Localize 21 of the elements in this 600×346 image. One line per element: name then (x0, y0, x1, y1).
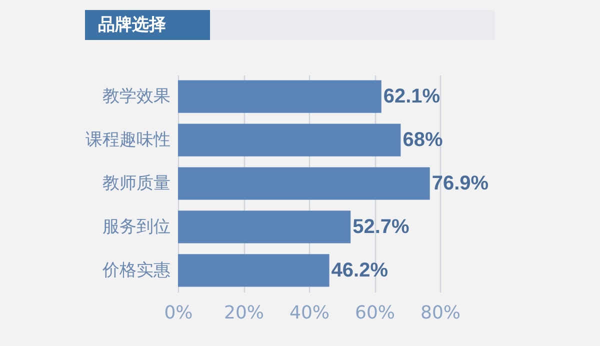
data-label: 52.7% (352, 216, 410, 238)
data-label: 46.2% (331, 259, 388, 282)
y-tick-label: 服务到位 (102, 216, 170, 237)
chart-title: 品牌选择 (98, 15, 166, 35)
x-tick-label: 40% (289, 302, 330, 324)
data-label: 68% (402, 129, 443, 152)
x-tick-label: 60% (354, 302, 396, 324)
data-label: 76.9% (432, 172, 489, 194)
y-tick-label: 教师质量 (102, 174, 170, 194)
y-tick-label: 价格实惠 (102, 260, 170, 280)
x-tick-label: 0% (164, 302, 193, 324)
bar (178, 167, 430, 200)
bar (178, 80, 382, 113)
x-tick-label: 80% (420, 302, 461, 324)
y-tick-label: 课程趣味性 (86, 130, 170, 150)
y-tick-label: 教学效果 (102, 86, 170, 107)
data-label: 62.1% (383, 86, 440, 108)
bar (178, 254, 330, 287)
bar (178, 210, 351, 244)
x-tick-label: 20% (224, 302, 264, 324)
bar (178, 124, 401, 156)
